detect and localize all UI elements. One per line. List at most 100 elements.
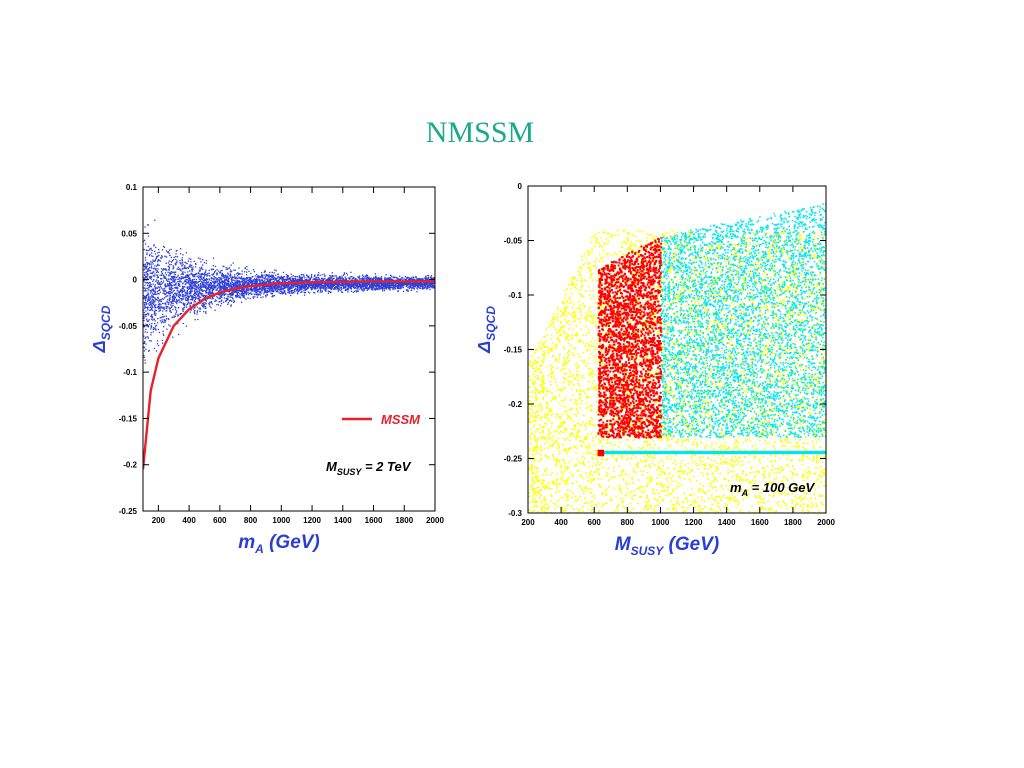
data-point (284, 281, 286, 283)
data-point (290, 280, 292, 282)
data-point (230, 305, 232, 307)
data-point (164, 287, 166, 289)
data-point (197, 292, 199, 295)
data-point (167, 265, 169, 267)
data-point (398, 278, 400, 280)
data-point (240, 293, 242, 295)
data-point (345, 284, 347, 286)
data-point (165, 250, 168, 252)
data-point (338, 277, 340, 279)
data-point (174, 315, 176, 317)
data-point (373, 276, 375, 279)
data-point (431, 283, 433, 285)
data-point (210, 292, 212, 294)
data-point (263, 282, 265, 284)
data-point (169, 325, 171, 327)
data-point (188, 296, 190, 298)
data-point (197, 291, 199, 293)
data-point (418, 278, 420, 280)
data-point (276, 285, 278, 287)
data-point (396, 276, 398, 279)
data-point (341, 291, 344, 293)
data-point (169, 309, 171, 311)
data-point (208, 279, 210, 281)
data-point (193, 296, 195, 298)
data-point (266, 280, 269, 282)
data-point (362, 290, 364, 292)
data-point (202, 286, 205, 288)
data-point (156, 291, 158, 293)
data-point (236, 282, 238, 284)
data-point (206, 295, 208, 297)
data-point (250, 287, 252, 289)
data-point (382, 285, 385, 288)
data-point (356, 283, 358, 285)
data-point (169, 284, 171, 286)
data-point (144, 289, 147, 291)
data-point (145, 302, 147, 304)
data-point (225, 300, 227, 302)
data-point (235, 276, 237, 279)
data-point (342, 278, 344, 281)
data-point (171, 305, 173, 307)
data-point (180, 270, 182, 272)
data-point (409, 282, 411, 284)
data-point (230, 304, 232, 306)
data-point (152, 259, 154, 261)
data-point (332, 277, 334, 280)
data-point (178, 299, 180, 301)
data-point (273, 291, 275, 293)
data-point (427, 274, 430, 277)
data-point (257, 275, 259, 277)
data-point (360, 287, 362, 289)
data-point (244, 283, 246, 285)
data-point (178, 296, 181, 299)
data-point (399, 284, 401, 286)
data-point (206, 288, 208, 291)
data-point (231, 284, 233, 286)
data-point (391, 285, 393, 287)
data-point (153, 311, 155, 313)
data-point (411, 283, 413, 285)
data-point (227, 286, 230, 288)
data-point (204, 302, 206, 304)
data-point (179, 291, 181, 293)
data-point (353, 277, 355, 279)
data-point (160, 322, 163, 324)
data-point (234, 281, 236, 283)
data-point (151, 267, 153, 269)
data-point (313, 277, 315, 279)
data-point (248, 276, 251, 279)
data-point (317, 283, 319, 285)
data-point (269, 286, 272, 288)
data-point (331, 272, 333, 274)
data-point (208, 302, 210, 305)
data-point (273, 272, 275, 274)
data-point (414, 283, 416, 286)
data-point (431, 285, 433, 287)
data-point (171, 295, 174, 298)
data-point (151, 298, 153, 300)
data-point (149, 275, 151, 278)
data-point (201, 266, 203, 268)
data-point (379, 277, 381, 279)
data-point (188, 287, 191, 289)
data-point (269, 279, 271, 281)
data-point (164, 293, 166, 296)
data-point (148, 255, 151, 257)
data-point (169, 272, 171, 274)
data-point (153, 303, 155, 305)
data-point (264, 270, 266, 272)
data-point (373, 277, 375, 279)
data-point (157, 292, 159, 295)
data-point (348, 278, 351, 280)
data-point (143, 263, 145, 266)
data-point (365, 288, 367, 290)
data-point (229, 275, 231, 277)
data-point (199, 298, 201, 301)
data-point (187, 297, 190, 299)
data-point (196, 293, 198, 295)
data-point (154, 253, 156, 255)
data-point (187, 271, 189, 273)
data-point (386, 287, 388, 289)
